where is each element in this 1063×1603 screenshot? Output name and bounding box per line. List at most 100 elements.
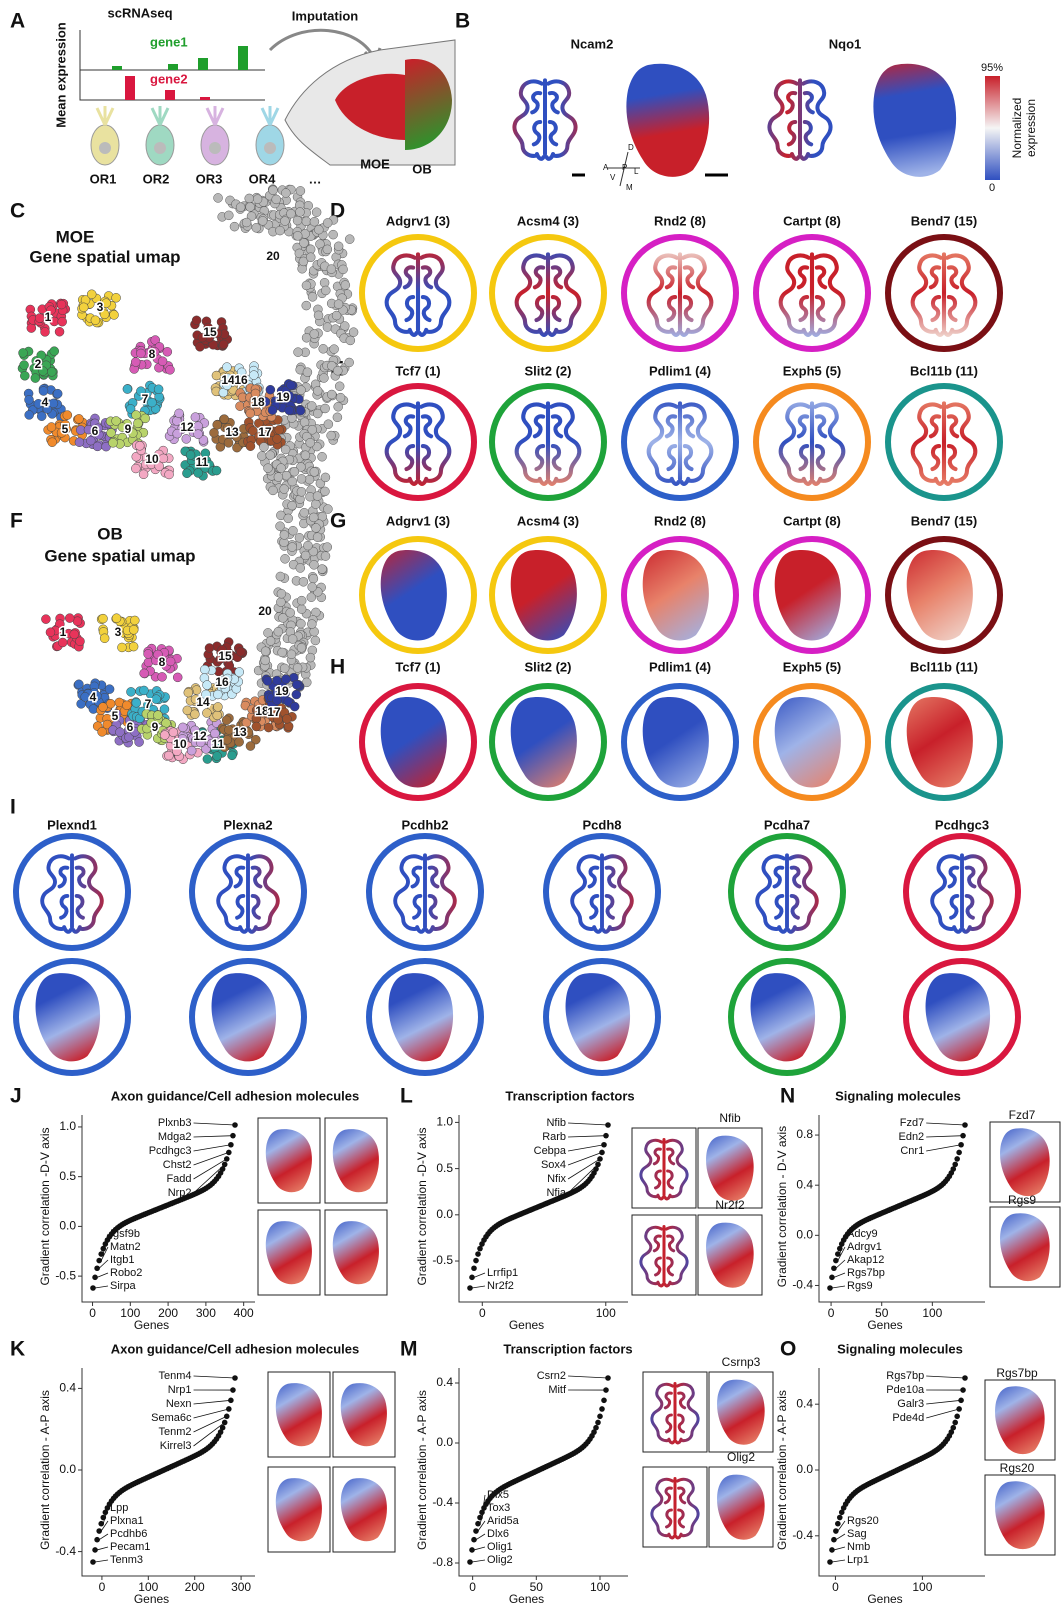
umap-dot (277, 464, 286, 473)
gene-dot (469, 1275, 475, 1281)
umap-dot (321, 286, 330, 295)
panel-letter: C (10, 200, 25, 223)
bar-icon (165, 90, 175, 100)
a-title: scRNAseq (107, 5, 172, 20)
umap-dot (263, 676, 272, 685)
umap-dot (41, 615, 50, 624)
umap-dot (131, 464, 140, 473)
cluster-label: 8 (159, 655, 166, 669)
umap-dot (261, 647, 270, 656)
umap-dot (296, 406, 305, 415)
gene-label: Dlx6 (487, 1528, 509, 1540)
umap-dot (314, 225, 323, 234)
umap-dot (288, 635, 297, 644)
gene-title: Pcdhb2 (402, 817, 449, 832)
umap-dot (246, 202, 255, 211)
umap-dot (147, 398, 156, 407)
umap-dot (222, 363, 231, 372)
cluster-label: 1 (45, 310, 52, 324)
umap-dot (133, 419, 142, 428)
umap-dot (299, 238, 308, 247)
cluster-label: 7 (145, 697, 152, 711)
colorbar-min: 0 (989, 182, 995, 194)
gene-label: Rgs9 (847, 1280, 873, 1292)
gene-dot (467, 1285, 473, 1291)
umap-dot (309, 513, 318, 522)
gene-label: Dlx5 (487, 1489, 509, 1501)
gene-title: Bend7 (15) (911, 213, 977, 228)
umap-dot (313, 533, 322, 542)
umap-dot (63, 411, 72, 420)
gene-title: Exph5 (5) (783, 363, 842, 378)
colorbar-label: expression (1024, 99, 1038, 157)
umap-dot (25, 410, 34, 419)
gene-title: Pdlim1 (4) (649, 659, 711, 674)
umap-dot (308, 583, 317, 592)
umap-dot (47, 367, 56, 376)
umap-dot (321, 552, 330, 561)
x-tick-label: 0 (479, 1306, 486, 1320)
x-tick-label: 0 (832, 1580, 839, 1594)
umap-dot (236, 647, 245, 656)
y-label: Gradient correlation - A-P axis (38, 1390, 52, 1550)
panel-letter: G (330, 510, 346, 533)
umap-dot (266, 385, 275, 394)
umap-dot (306, 245, 315, 254)
y-tick-label: 0.8 (796, 1127, 813, 1141)
umap-dot (213, 690, 222, 699)
y-label: Gradient correlation -D-V axis (415, 1127, 429, 1285)
x-tick-label: 0 (89, 1306, 96, 1320)
leader (97, 1547, 108, 1550)
gene-label: Olig1 (487, 1541, 513, 1553)
panel-letter: M (400, 1338, 418, 1361)
cluster-label: 3 (115, 625, 122, 639)
leader (926, 1400, 961, 1404)
moe-section (769, 80, 830, 158)
umap-dot (160, 731, 169, 740)
umap-title: Gene spatial umap (29, 247, 180, 266)
gene-dot (950, 1425, 956, 1431)
cluster-label: 7 (142, 392, 149, 406)
gene-label: Nr2f2 (487, 1280, 514, 1292)
umap-dot (293, 231, 302, 240)
umap-dot (292, 690, 301, 699)
cluster-label: 17 (267, 705, 281, 719)
leader (832, 1560, 845, 1562)
gene-dot (954, 1413, 960, 1419)
panel-letter: O (780, 1338, 796, 1361)
umap-dot (288, 501, 297, 510)
umap-dot (192, 686, 201, 695)
umap-dot (323, 218, 332, 227)
umap-dot (126, 687, 135, 696)
gene-label: Nrp1 (168, 1384, 192, 1396)
bar-icon (238, 46, 248, 70)
imputation-label: Imputation (292, 8, 358, 23)
y-tick-label: 0.5 (436, 1161, 453, 1175)
umap-dot (281, 675, 290, 684)
gene-dot (601, 1397, 607, 1403)
umap-dot (110, 310, 119, 319)
panel-letter: I (10, 796, 16, 819)
umap-dot (182, 434, 191, 443)
gene-dot (597, 1413, 603, 1419)
umap-dot (327, 265, 336, 274)
umap-dot (190, 710, 199, 719)
gene-dot (90, 1559, 96, 1565)
umap-dot (288, 526, 297, 535)
gene-label: Nrp2 (168, 1187, 192, 1199)
gene-title: Rnd2 (8) (654, 513, 706, 528)
panel-letter: J (10, 1085, 22, 1108)
x-label: Genes (134, 1592, 169, 1603)
gene-label: Matn2 (110, 1241, 141, 1253)
umap-dot (280, 664, 289, 673)
umap-dot (313, 492, 322, 501)
umap-dot (288, 477, 297, 486)
umap-dot (222, 716, 231, 725)
gene-dot (475, 1521, 481, 1527)
leader (568, 1123, 608, 1125)
umap-dot (203, 755, 212, 764)
umap-dot (58, 638, 67, 647)
gene-label: Pde10a (886, 1384, 925, 1396)
y-tick-label: -0.4 (432, 1495, 453, 1509)
umap-dot (132, 411, 141, 420)
